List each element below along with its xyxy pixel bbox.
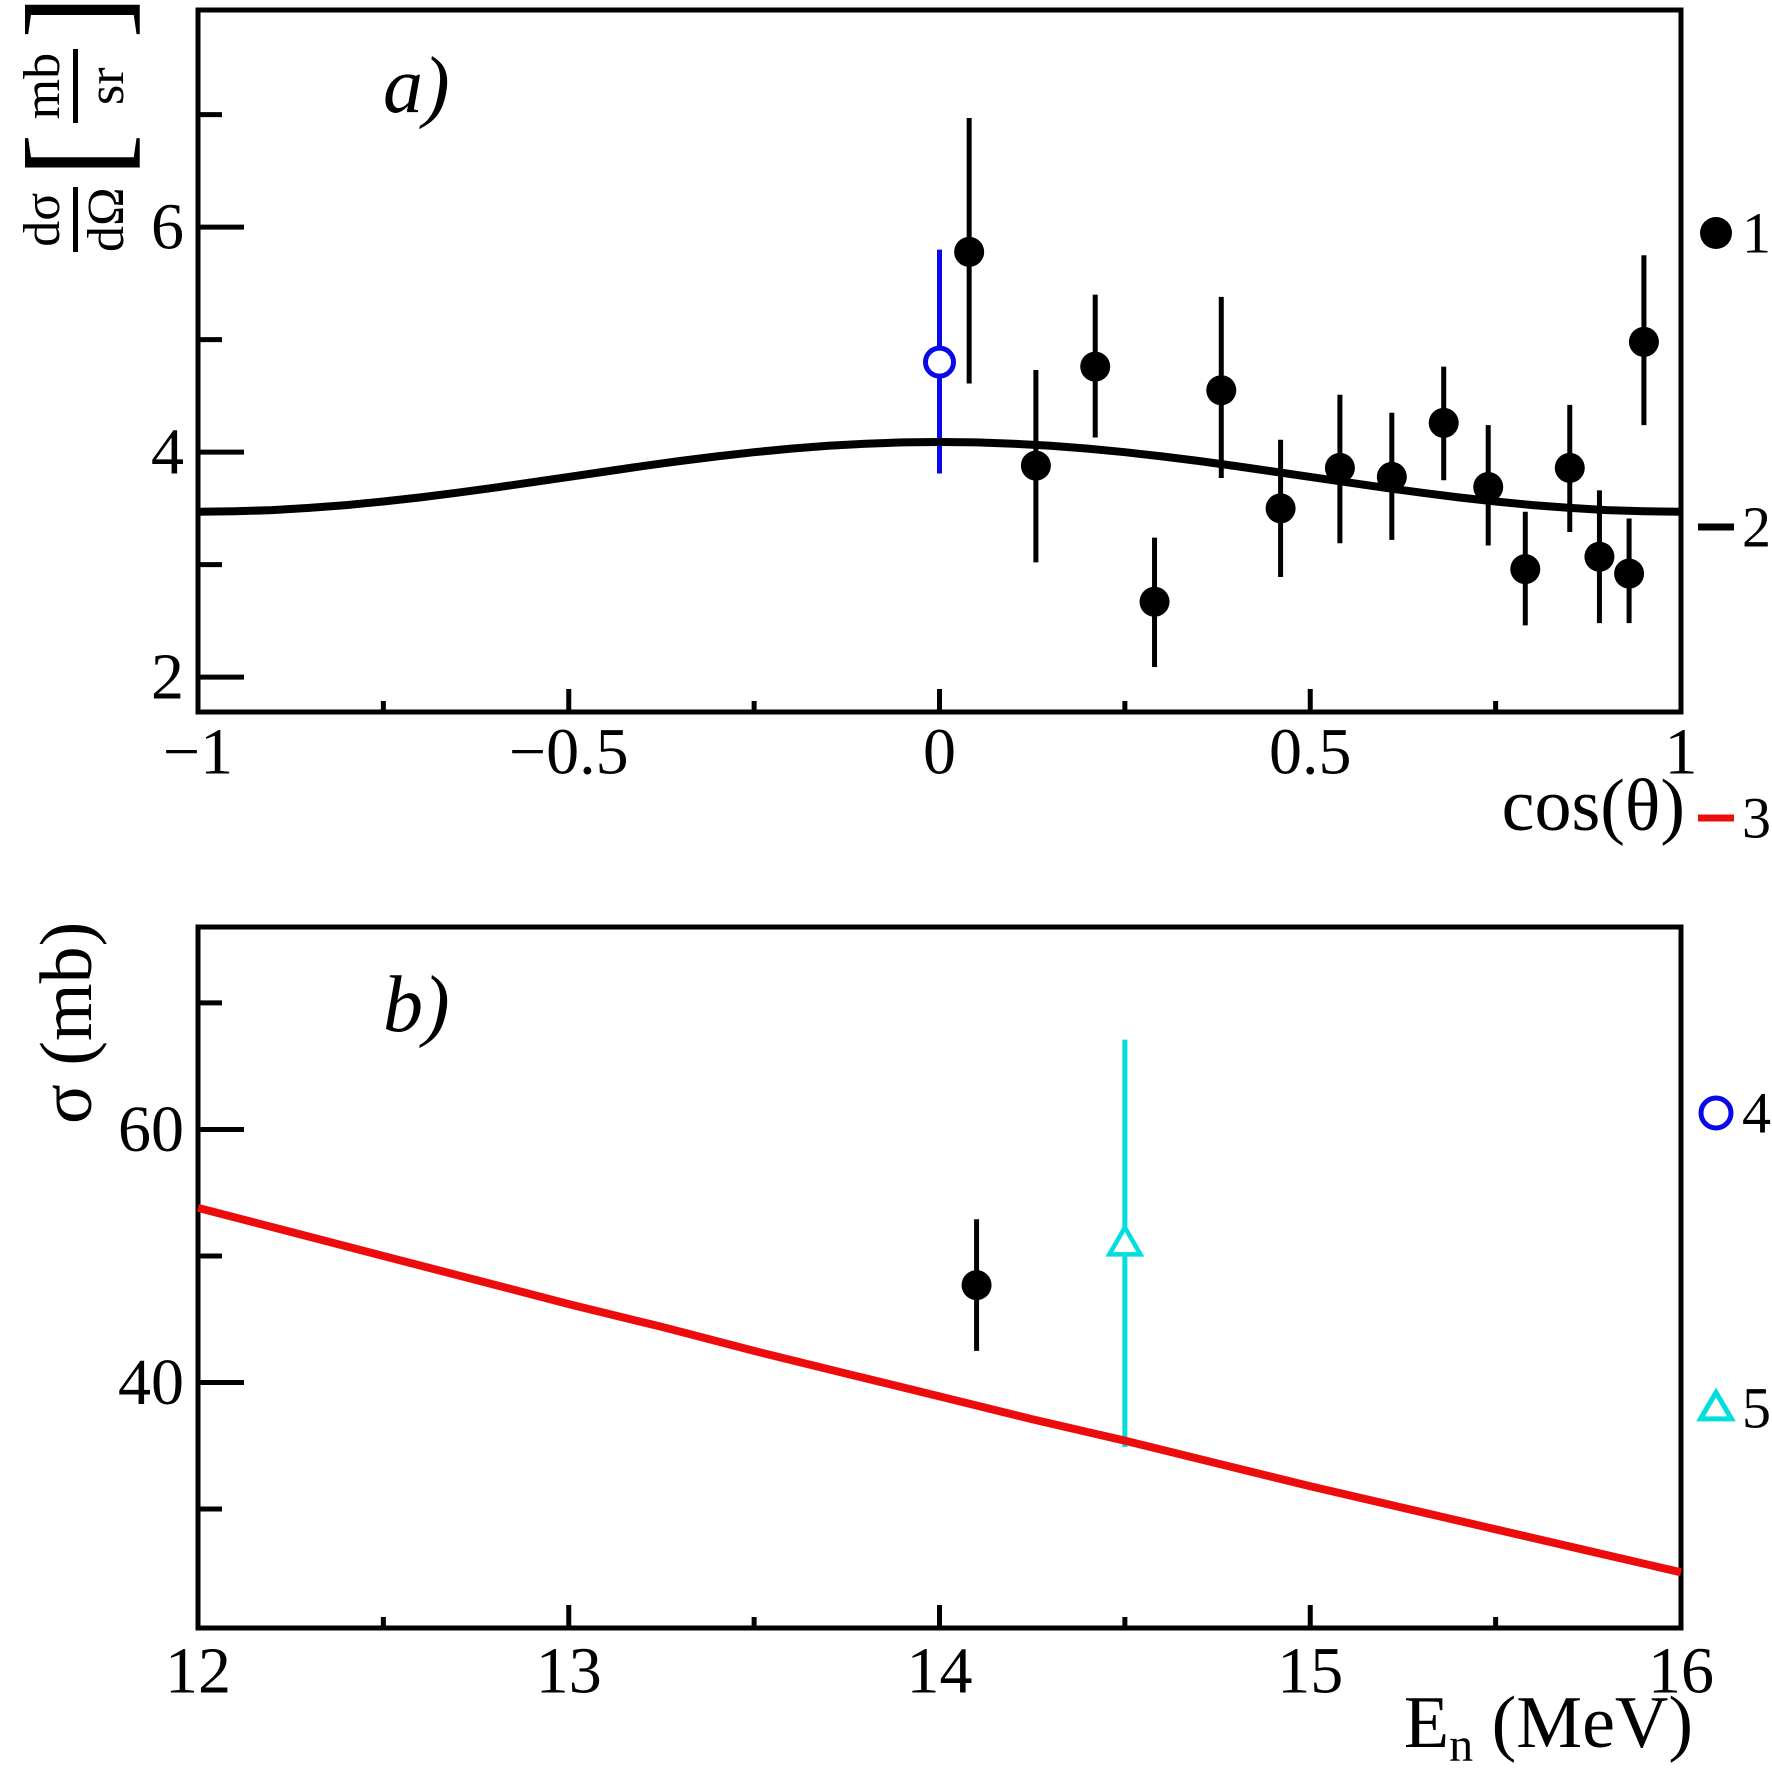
x-tick-label: 0 xyxy=(923,716,956,789)
energy-symbol: E xyxy=(1403,1682,1450,1764)
panel-a-frame xyxy=(195,7,1684,715)
panel-b-y-axis-label: σ (mb) xyxy=(26,921,108,1124)
x-tick-label: 12 xyxy=(165,1635,231,1708)
panel-a-title: a) xyxy=(383,42,450,130)
y-tick-label: 40 xyxy=(118,1346,184,1419)
curve-series-3 xyxy=(196,1204,1682,1577)
x-tick-label: 0.5 xyxy=(1269,716,1352,789)
x-tick-label: −0.5 xyxy=(509,716,629,789)
data-point-series-1 xyxy=(1428,407,1459,438)
legend-label-5: 5 xyxy=(1742,1376,1771,1441)
data-point-series-1 xyxy=(1139,586,1170,617)
x-tick-label: 15 xyxy=(1277,1635,1343,1708)
legend-label-2: 2 xyxy=(1742,495,1771,560)
mb-numerator: mb xyxy=(14,48,78,124)
energy-subscript: n xyxy=(1449,1719,1474,1772)
panel-b-x-axis-label: En (MeV) xyxy=(1404,1686,1693,1770)
data-point-series-1 xyxy=(1554,452,1585,483)
energy-units: (MeV) xyxy=(1473,1682,1693,1764)
data-point-series-1 xyxy=(1206,375,1237,406)
x-tick-label: 1 xyxy=(1665,716,1698,789)
y-tick-label: 4 xyxy=(151,416,184,489)
panel-b-frame xyxy=(195,924,1684,1631)
y-tick-label: 2 xyxy=(151,641,184,714)
legend-label-4: 4 xyxy=(1742,1081,1771,1146)
x-tick-label: 13 xyxy=(536,1635,602,1708)
left-bracket: [ xyxy=(0,133,152,178)
right-bracket: ] xyxy=(0,0,152,39)
data-point-series-1 xyxy=(1584,541,1615,572)
domega-denominator: dΩ xyxy=(77,187,135,252)
dsigma-numerator: dσ xyxy=(14,187,78,252)
mb-sr-fraction: mb sr xyxy=(14,48,135,124)
x-tick-label: −1 xyxy=(163,716,233,789)
data-point-series-4 xyxy=(923,345,956,379)
data-point-series-1 xyxy=(1473,472,1504,502)
panel-a-x-axis-label: cos(θ) xyxy=(1501,765,1685,847)
curve-series-2 xyxy=(197,438,1682,516)
legend-marker-5 xyxy=(1696,1387,1736,1422)
data-point-series-1 xyxy=(1324,452,1355,483)
panel-a-y-axis-label: dσ dΩ [ mb sr ] xyxy=(0,0,152,252)
legend-marker-4 xyxy=(1698,1095,1734,1131)
x-tick-label: 16 xyxy=(1648,1635,1714,1708)
data-point-series-1 xyxy=(1376,461,1407,492)
dsigma-domega-fraction: dσ dΩ xyxy=(14,187,135,252)
data-point-series-1 xyxy=(1080,351,1111,382)
legend-marker-1 xyxy=(1700,217,1732,249)
y-tick-label: 6 xyxy=(151,191,184,264)
data-point-series-1 xyxy=(961,1270,992,1301)
data-point-series-1 xyxy=(1628,326,1659,357)
y-tick-label: 60 xyxy=(118,1093,184,1166)
x-tick-label: 14 xyxy=(907,1635,973,1708)
sr-denominator: sr xyxy=(77,67,135,105)
data-point-series-5 xyxy=(1105,1222,1145,1257)
data-point-series-1 xyxy=(1265,493,1296,524)
data-point-series-1 xyxy=(1020,450,1051,481)
legend-label-3: 3 xyxy=(1742,786,1771,851)
legend-label-1: 1 xyxy=(1742,201,1771,266)
data-point-series-1 xyxy=(1614,558,1645,589)
data-point-series-1 xyxy=(1510,554,1541,585)
data-point-series-1 xyxy=(954,236,985,267)
panel-b-title: b) xyxy=(383,961,450,1049)
